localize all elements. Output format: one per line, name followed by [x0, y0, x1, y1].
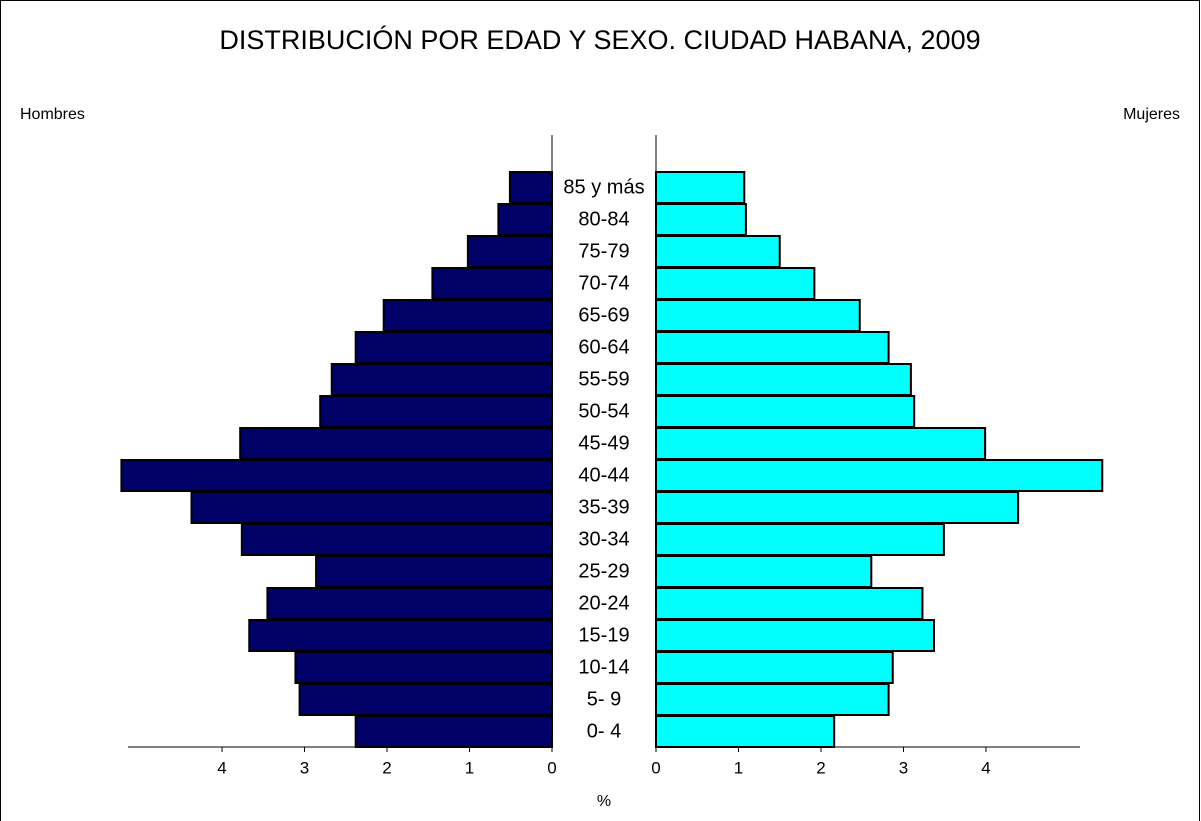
bar — [239, 427, 553, 460]
bar — [655, 427, 987, 460]
bar — [298, 683, 553, 716]
bar — [248, 619, 553, 652]
bar — [431, 267, 553, 300]
category-label: 25-29 — [578, 560, 629, 582]
bar — [315, 555, 553, 588]
bar — [266, 587, 553, 620]
bar — [655, 299, 861, 332]
bar — [655, 651, 894, 684]
category-label: 55-59 — [578, 368, 629, 390]
x-tick-label: 1 — [465, 758, 474, 777]
category-label: 40-44 — [578, 464, 629, 486]
bar — [354, 331, 553, 364]
bar — [294, 651, 553, 684]
bar — [319, 395, 553, 428]
bar — [655, 491, 1020, 524]
bar — [655, 459, 1104, 492]
category-label: 50-54 — [578, 400, 629, 422]
category-label: 35-39 — [578, 496, 629, 518]
x-tick-label: 1 — [734, 758, 743, 777]
bar — [120, 459, 553, 492]
bar — [655, 331, 890, 364]
category-label: 75-79 — [578, 240, 629, 262]
bar — [655, 715, 836, 748]
bar — [655, 683, 890, 716]
bar — [655, 203, 747, 236]
bar — [655, 523, 945, 556]
x-axis-label: % — [597, 793, 611, 810]
bar — [508, 171, 553, 204]
category-label: 30-34 — [578, 528, 629, 550]
category-label: 80-84 — [578, 208, 629, 230]
x-tick-label: 3 — [300, 758, 309, 777]
legend-left: Hombres — [20, 106, 85, 123]
bar — [655, 171, 746, 204]
x-tick-label: 2 — [382, 758, 391, 777]
bar — [497, 203, 553, 236]
bar — [655, 587, 924, 620]
bar — [466, 235, 553, 268]
category-label: 60-64 — [578, 336, 629, 358]
x-tick-label: 0 — [651, 758, 660, 777]
bar — [655, 363, 912, 396]
bar — [655, 267, 816, 300]
bar — [382, 299, 553, 332]
legend-right: Mujeres — [1123, 106, 1180, 123]
x-tick-label: 0 — [547, 758, 556, 777]
category-label: 70-74 — [578, 272, 629, 294]
bar — [655, 395, 916, 428]
x-tick-label: 2 — [816, 758, 825, 777]
x-tick-label: 4 — [217, 758, 226, 777]
category-label: 5- 9 — [587, 688, 621, 710]
category-label: 45-49 — [578, 432, 629, 454]
bar — [655, 235, 781, 268]
category-label: 20-24 — [578, 592, 629, 614]
bar — [655, 555, 873, 588]
x-tick-label: 4 — [981, 758, 990, 777]
chart-title: DISTRIBUCIÓN POR EDAD Y SEXO. CIUDAD HAB… — [219, 24, 980, 55]
x-tick-label: 3 — [899, 758, 908, 777]
bar — [240, 523, 553, 556]
category-label: 85 y más — [563, 176, 644, 198]
bar — [190, 491, 553, 524]
category-label: 65-69 — [578, 304, 629, 326]
category-label: 10-14 — [578, 656, 629, 678]
bar — [655, 619, 935, 652]
category-label: 0- 4 — [587, 720, 621, 742]
bar — [330, 363, 553, 396]
category-label: 15-19 — [578, 624, 629, 646]
bar — [354, 715, 553, 748]
